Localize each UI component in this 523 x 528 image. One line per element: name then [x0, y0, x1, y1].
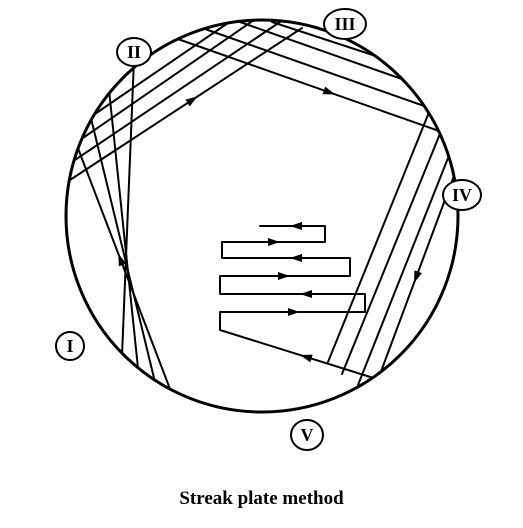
figure-caption: Streak plate method [0, 488, 523, 510]
sector-labels: IIIIIIIVV [56, 9, 481, 450]
streak-plate-figure: IIIIIIIVV Streak plate method [0, 0, 523, 528]
label-text-V: V [301, 425, 314, 445]
label-text-III: III [334, 14, 355, 34]
label-text-IV: IV [452, 185, 472, 205]
label-text-I: I [66, 336, 73, 356]
label-text-II: II [127, 42, 141, 62]
streak-plate-svg: IIIIIIIVV [0, 0, 523, 528]
